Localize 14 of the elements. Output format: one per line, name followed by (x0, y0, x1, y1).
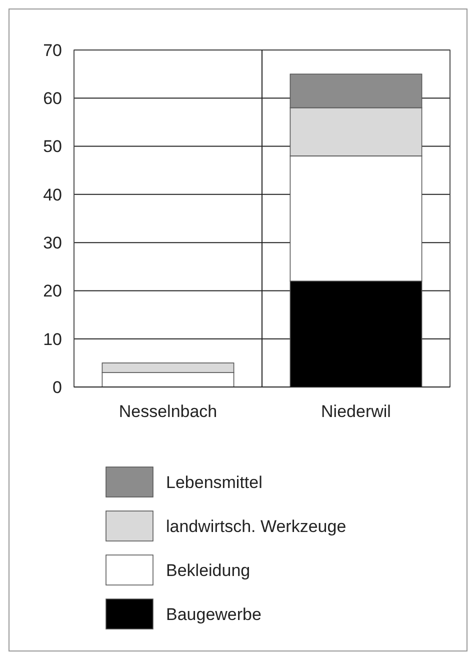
y-tick-label: 20 (43, 282, 62, 301)
y-tick-label: 70 (43, 40, 62, 60)
y-tick-label: 0 (52, 378, 62, 397)
legend-label: Lebensmittel (166, 472, 262, 492)
legend-label: Bekleidung (166, 560, 250, 580)
legend-label: landwirtsch. Werkzeuge (166, 516, 346, 536)
x-tick-label: Niederwil (321, 402, 391, 421)
x-tick-label: Nesselnbach (118, 402, 218, 421)
y-tick-label: 10 (43, 330, 62, 349)
legend-label: Baugewerbe (166, 604, 262, 624)
y-tick-label: 30 (43, 234, 62, 253)
y-tick-label: 40 (43, 185, 62, 204)
y-tick-label: 60 (43, 89, 62, 108)
y-tick-label: 50 (43, 137, 62, 156)
